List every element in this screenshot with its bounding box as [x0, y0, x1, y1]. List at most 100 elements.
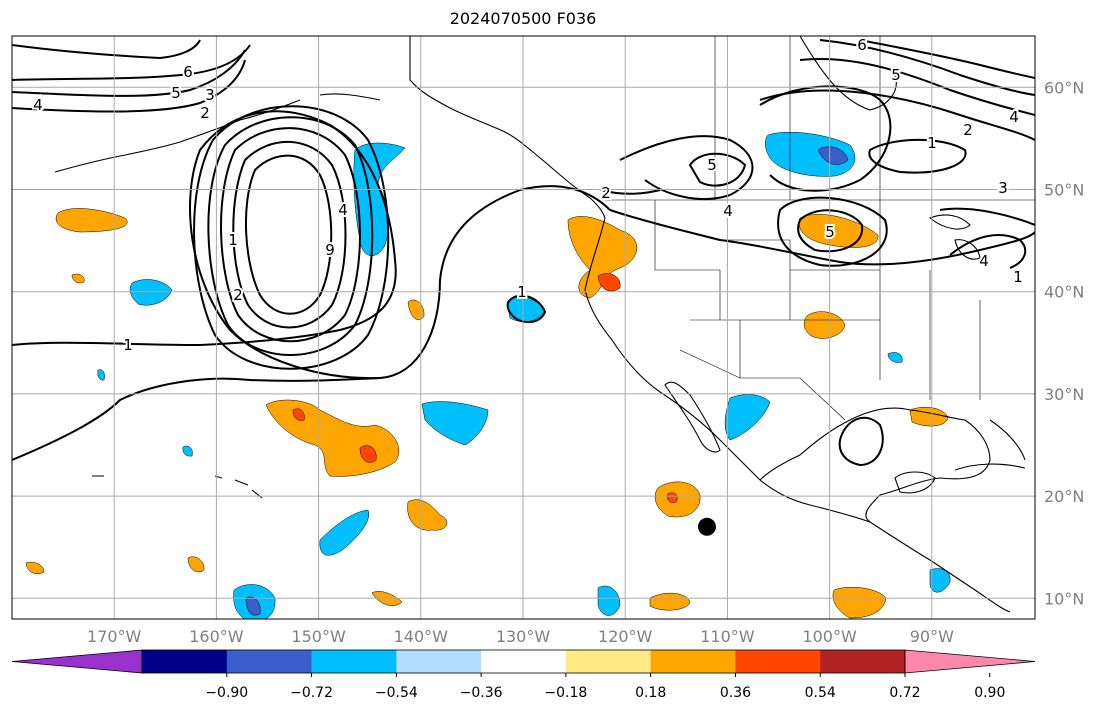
contour-line: [244, 154, 333, 315]
negative-anomaly-area: [129, 279, 173, 306]
longitude-tick-label: 160°W: [189, 627, 244, 646]
negative-anomaly-area: [319, 509, 370, 556]
negative-anomaly-area: [182, 445, 193, 457]
contour-label: 4: [338, 201, 348, 219]
colorbar-segment: [396, 650, 482, 673]
coastlines: [54, 36, 1026, 613]
colorbar-tick-label: −0.54: [375, 685, 418, 701]
colorbar-extend-max: [904, 649, 1036, 674]
colorbar-segment: [565, 650, 652, 673]
positive-anomaly-area: [407, 499, 448, 531]
colorbar-segment: [481, 650, 567, 673]
contour-line: [797, 209, 864, 253]
positive-anomaly-area: [832, 587, 887, 619]
cuba-coast: [954, 463, 1026, 471]
contour-line: [12, 44, 251, 81]
colorbar-extend-min: [11, 649, 143, 674]
colorbar-segment: [311, 650, 397, 673]
colorbar-tick-label: 0.36: [720, 685, 751, 701]
positive-anomaly-area: [407, 299, 425, 321]
colorbar-frame: [141, 649, 906, 674]
contour-label: 4: [33, 96, 43, 114]
negative-anomaly-area: [765, 131, 856, 177]
contour-label: 6: [857, 36, 867, 54]
longitude-tick-label: 130°W: [496, 627, 551, 646]
negative-anomaly-area: [724, 394, 771, 441]
colorbar-segment: [650, 650, 736, 673]
contour-label: 3: [205, 86, 215, 104]
map-title: 2024070500 F036: [449, 9, 597, 28]
us-mexico-border: [679, 349, 846, 421]
baja-coast: [664, 381, 721, 453]
longitude-tick-label: 110°W: [700, 627, 755, 646]
contour-label: 2: [200, 104, 210, 122]
colorbar-tick-label: 0.72: [889, 685, 920, 701]
great-lakes: [928, 214, 981, 260]
longitude-tick-label: 140°W: [394, 627, 449, 646]
colorbar-segment: [735, 650, 821, 673]
latitude-tick-label: 60°N: [1044, 78, 1084, 97]
latitude-tick-label: 10°N: [1044, 589, 1084, 608]
contour-line: [859, 39, 1035, 79]
contour-line: [759, 85, 892, 192]
map-frame: [11, 35, 1036, 620]
longitude-tick-labels: 170°W 160°W 150°W 140°W 130°W 120°W 110°W 100°W…: [87, 627, 954, 646]
positive-anomaly-area: [597, 273, 621, 292]
latitude-tick-labels: 60°N 50°N 40°N 30°N 20°N 10°N: [1044, 78, 1084, 608]
colorbar-segment: [226, 650, 313, 673]
latitude-tick-label: 30°N: [1044, 385, 1084, 404]
positive-anomaly-area: [667, 492, 678, 503]
longitude-tick-label: 150°W: [291, 627, 346, 646]
colorbar-segment: [820, 650, 906, 673]
location-marker: [697, 517, 716, 536]
contour-line: [12, 49, 246, 97]
contour-line: [609, 209, 1035, 266]
longitude-tick-label: 100°W: [802, 627, 857, 646]
positive-anomaly-area: [71, 273, 85, 284]
contour-label: 1: [517, 283, 527, 301]
contour-line: [838, 416, 884, 467]
colorbar-tick-label: −0.36: [460, 685, 503, 701]
contour-label: 4: [979, 252, 989, 270]
positive-anomaly-area: [25, 561, 45, 574]
contour-label: 5: [707, 156, 717, 174]
negative-anomaly-area: [817, 146, 849, 165]
contour-line: [232, 140, 347, 329]
colorbar-tick-label: 0.54: [805, 685, 836, 701]
longitude-tick-label: 120°W: [598, 627, 653, 646]
negative-anomaly-area: [245, 596, 261, 616]
province-lines: [714, 36, 881, 200]
contour-label: 5: [891, 66, 901, 84]
contour-label: 1: [927, 134, 937, 152]
contour-line: [688, 152, 747, 187]
contour-label-group: 6 5 4 3 2 1 4 2 9 1 1 2 5 4 5 6 5 1 2 3 …: [31, 36, 1025, 356]
contour-label: 1: [228, 231, 238, 249]
longitude-tick-label: 90°W: [910, 627, 954, 646]
contour-line: [12, 110, 611, 380]
contour-label: 3: [998, 179, 1008, 197]
colorbar-tick-label: −0.90: [205, 685, 248, 701]
contour-label: 1: [123, 336, 133, 354]
contour-label: 5: [171, 84, 181, 102]
colorbar-segment: [142, 650, 228, 673]
contour-line: [207, 116, 374, 356]
contour-line: [12, 39, 201, 60]
positive-anomaly-area: [654, 481, 701, 518]
graticule: [12, 36, 1035, 619]
state-lines: [654, 200, 981, 400]
negative-anomaly-area: [597, 585, 621, 616]
negative-anomaly-area: [887, 352, 903, 363]
contour-line: [193, 105, 390, 370]
florida-coast: [989, 419, 1026, 461]
political-boundaries: [605, 36, 1035, 421]
contour-label: 4: [723, 202, 733, 220]
aleutian-coast: [54, 93, 381, 173]
hawaii-islands: [92, 475, 263, 499]
latitude-tick-label: 40°N: [1044, 283, 1084, 302]
negative-anomaly-area: [421, 401, 489, 446]
contour-label: 2: [233, 286, 243, 304]
contour-line: [777, 196, 888, 267]
contour-label: 2: [963, 121, 973, 139]
contour-line: [619, 135, 754, 201]
